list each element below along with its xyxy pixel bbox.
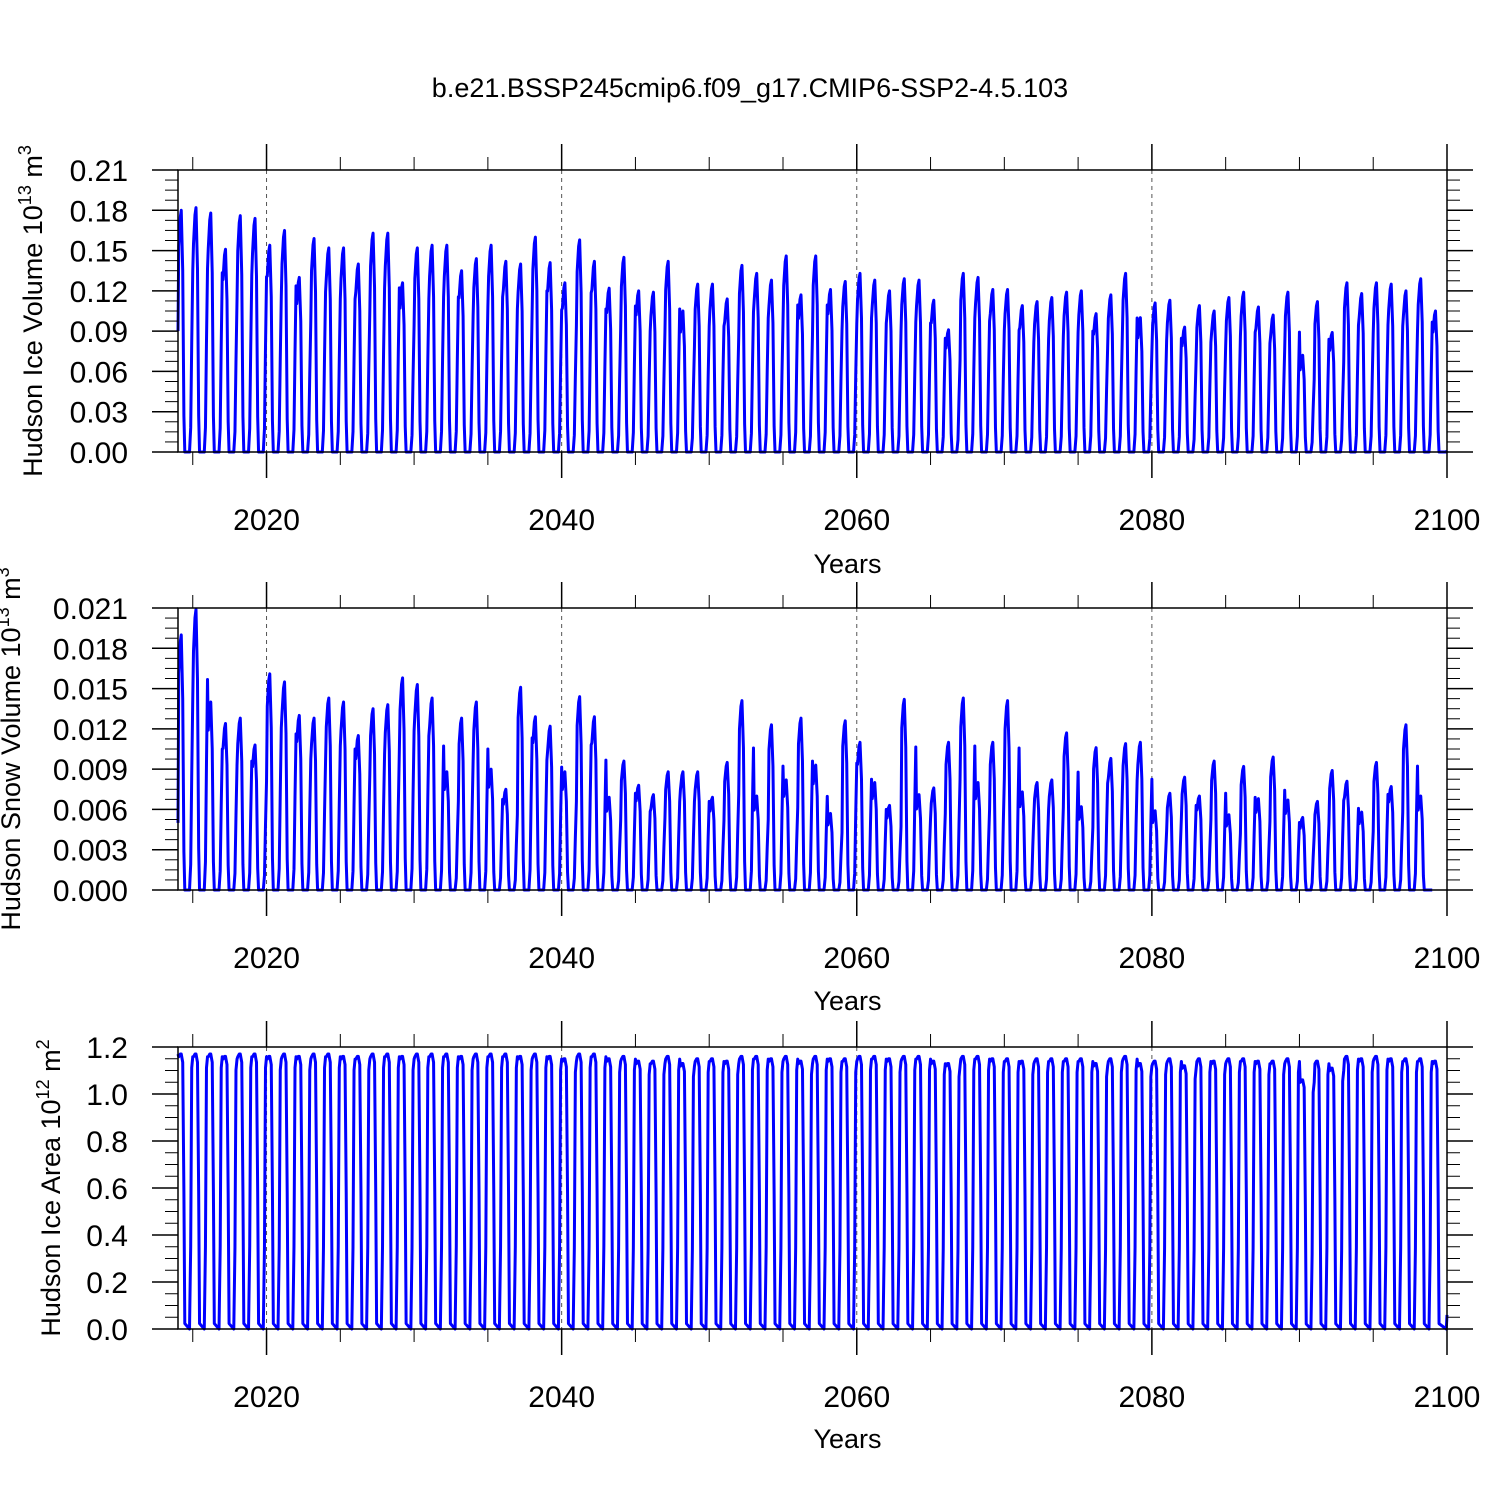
y-axis-title: Hudson Ice Area 1012 m2 [33,1039,66,1336]
y-tick-label: 1.0 [86,1079,128,1112]
x-tick-label: 2100 [1414,942,1481,975]
x-tick-label: 2020 [233,942,300,975]
x-tick-label: 2080 [1119,1381,1186,1414]
y-tick-label: 0.000 [53,875,128,908]
x-tick-label: 2040 [528,504,595,537]
y-axis-title: Hudson Ice Volume 1013 m3 [15,145,48,477]
y-tick-label: 0.8 [86,1126,128,1159]
y-axis-title-text: Hudson Ice Area 10 [36,1099,66,1336]
data-line [176,607,1434,892]
x-tick-label: 2100 [1414,504,1481,537]
y-axis-title-unit-exponent: 2 [33,1039,53,1049]
y-tick-label: 0.009 [53,754,128,787]
y-tick-label: 0.0 [86,1314,128,1347]
panel-ice-area: 0.0 0.2 0.4 0.6 0.8 1.0 1.2 2020 2040 2060 2080 210… [33,1021,1480,1454]
x-axis-title: Years [813,986,881,1016]
y-tick-label: 0.06 [70,356,128,389]
y-tick-label: 0.015 [53,674,128,707]
y-axis-title-unit: m [36,1049,66,1079]
data-line [176,206,1449,454]
y-tick-label: 0.018 [53,633,128,666]
figure-title: b.e21.BSSP245cmip6.f09_g17.CMIP6-SSP2-4.… [432,73,1068,103]
panel-snow-volume: 0.000 0.003 0.006 0.009 0.012 0.015 0.018 0.021… [0,567,1480,1016]
x-tick-label: 2060 [823,504,890,537]
x-tick-label: 2020 [233,1381,300,1414]
x-tick-label: 2060 [823,942,890,975]
y-tick-label: 0.012 [53,714,128,747]
panel-ice-volume: 0.00 0.03 0.06 0.09 0.12 0.15 0.18 0.21 2020 2040… [15,144,1480,579]
y-tick-label: 0.00 [70,437,128,470]
x-tick-label: 2060 [823,1381,890,1414]
y-axis-title-text: Hudson Ice Volume 10 [18,205,48,477]
x-tick-label: 2040 [528,1381,595,1414]
y-tick-label: 0.12 [70,276,128,309]
x-axis-title: Years [813,549,881,579]
y-axis-title-unit: m [0,577,26,607]
x-tick-label: 2020 [233,504,300,537]
y-tick-label: 0.21 [70,155,128,188]
y-axis-title-exponent: 12 [33,1079,53,1099]
x-tick-label: 2040 [528,942,595,975]
x-tick-label: 2080 [1119,942,1186,975]
y-axis-title-unit-exponent: 3 [0,567,13,577]
y-tick-label: 0.18 [70,195,128,228]
y-tick-label: 0.2 [86,1267,128,1300]
y-tick-label: 0.021 [53,593,128,626]
y-axis-title-unit-exponent: 3 [15,145,35,155]
y-tick-label: 0.003 [53,835,128,868]
y-axis-title-unit: m [18,155,48,185]
x-tick-label: 2100 [1414,1381,1481,1414]
y-tick-label: 0.09 [70,316,128,349]
y-tick-label: 1.2 [86,1032,128,1065]
y-tick-label: 0.006 [53,794,128,827]
y-axis-title: Hudson Snow Volume 1013 m3 [0,567,26,930]
data-line [176,1052,1449,1331]
y-axis-title-exponent: 13 [0,607,13,627]
x-tick-label: 2080 [1119,504,1186,537]
y-tick-label: 0.03 [70,397,128,430]
y-tick-label: 0.4 [86,1220,128,1253]
y-axis-title-exponent: 13 [15,185,35,205]
y-tick-label: 0.15 [70,236,128,269]
x-axis-title: Years [813,1424,881,1454]
y-axis-title-text: Hudson Snow Volume 10 [0,627,26,930]
y-tick-label: 0.6 [86,1173,128,1206]
